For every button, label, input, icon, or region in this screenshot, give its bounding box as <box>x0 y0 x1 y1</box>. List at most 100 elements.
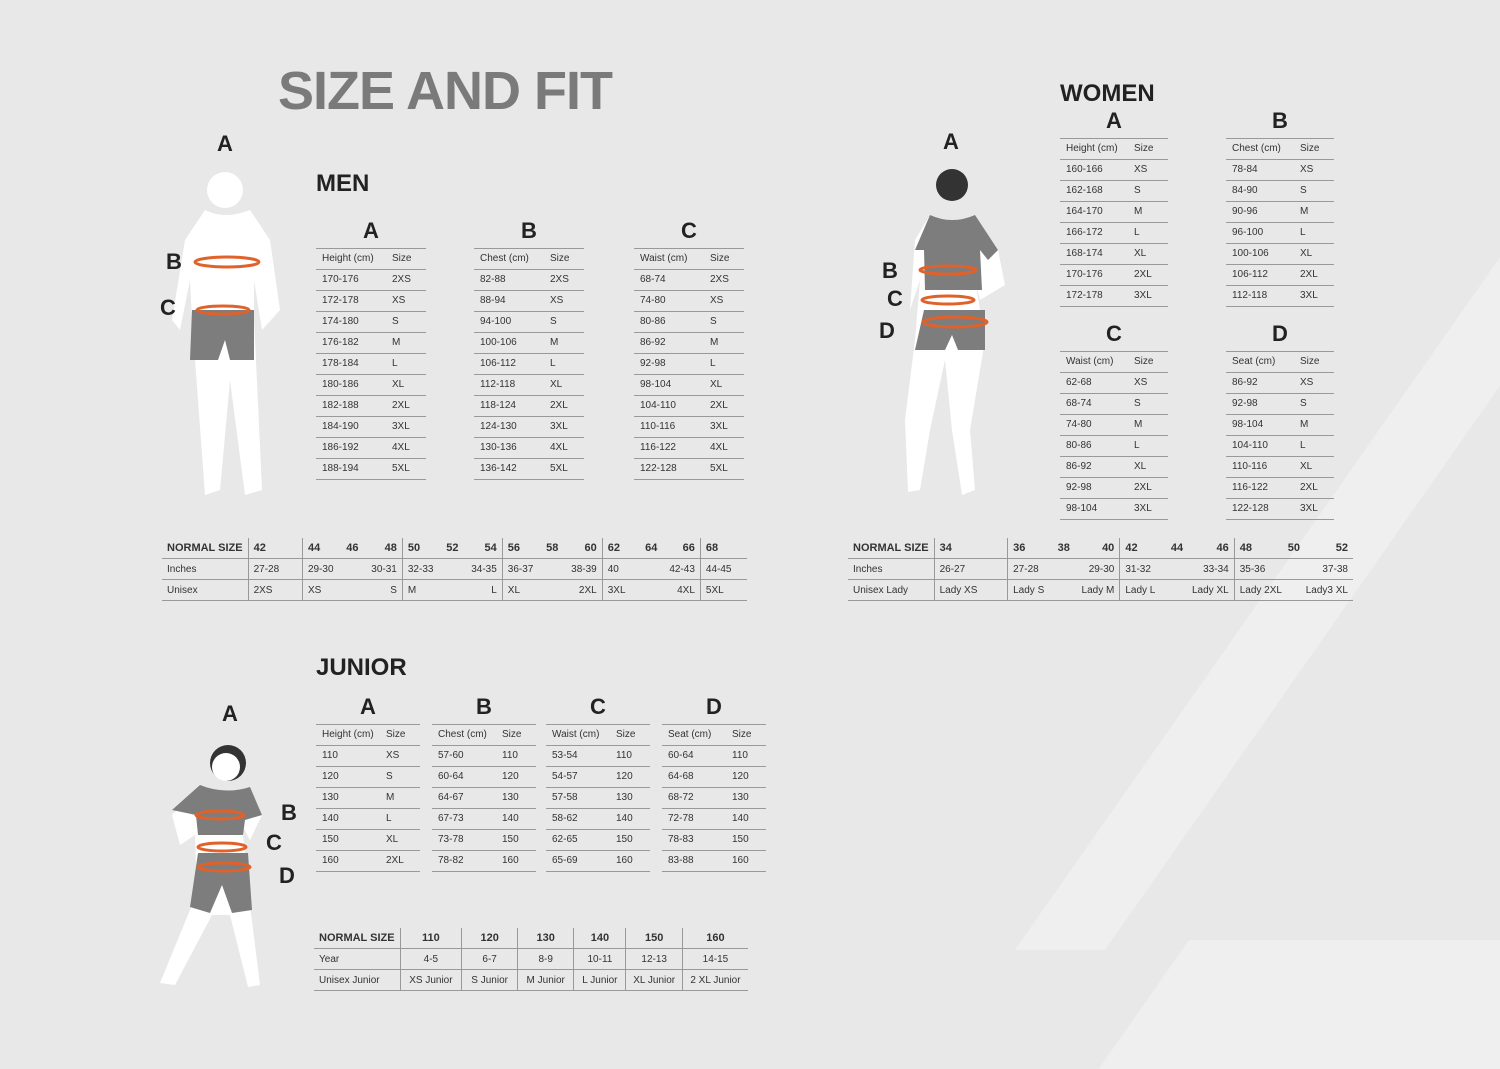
size-value: 110 <box>422 932 440 944</box>
table-row: NORMAL SIZE 110 120 130 140 150 160 <box>314 928 748 949</box>
size-group: XS Junior <box>406 975 457 986</box>
table-letter: C <box>590 694 606 719</box>
table-row: 78-82 160 <box>432 851 536 872</box>
men-table-c: C Waist (cm) Size 68-74 2XS 74-80 XS 80-86 S 86-9… <box>634 218 744 480</box>
table-row: 78-83 150 <box>662 830 766 851</box>
table-cell: 98-104 <box>1066 503 1098 514</box>
table-row: 172-178 3XL <box>1060 286 1168 307</box>
table-row: 78-84 XS <box>1226 160 1334 181</box>
table-cell: M <box>1134 206 1143 217</box>
column-header: Waist (cm) <box>552 729 600 740</box>
size-value: 12-13 <box>641 953 667 965</box>
table-cell: 130 <box>616 792 633 803</box>
table-cell: 58-62 <box>552 813 578 824</box>
size-value: 27-28 <box>253 563 280 575</box>
table-letter: B <box>521 218 537 243</box>
size-value: 32-33 <box>407 563 434 575</box>
size-group: 3XL 4XL <box>608 585 695 596</box>
size-group-cell: 14-15 <box>681 948 748 970</box>
size-group: 5XL <box>706 585 742 596</box>
size-group-cell: 68 <box>699 538 747 559</box>
table-row: Unisex Junior XS Junior S Junior M Junior L … <box>314 969 748 991</box>
table-cell: 3XL <box>1300 503 1318 514</box>
table-cell: 176-182 <box>322 337 359 348</box>
table-cell: 170-176 <box>1066 269 1103 280</box>
column-header: Waist (cm) <box>1066 356 1114 367</box>
size-value: S <box>390 584 397 596</box>
table-row: 73-78 150 <box>432 830 536 851</box>
size-value: 64 <box>645 542 658 554</box>
table-letter: A <box>363 218 379 243</box>
table-letter: C <box>1106 321 1122 346</box>
size-group-cell: 50 52 54 <box>401 538 503 559</box>
table-cell: 100-106 <box>480 337 517 348</box>
table-row: 100-106 XL <box>1226 244 1334 265</box>
table-cell: 92-98 <box>1232 398 1258 409</box>
table-cell: XL <box>1300 461 1313 472</box>
table-cell: 140 <box>732 813 749 824</box>
size-value: 2XS <box>253 584 273 596</box>
size-group: 4-5 <box>406 954 457 965</box>
table-cell: 110 <box>616 750 632 761</box>
table-letter: B <box>1272 108 1288 133</box>
junior-table-d: D Seat (cm) Size 60-64 110 64-68 120 68-72 130 72… <box>662 694 766 872</box>
table-row: 86-92 M <box>634 333 744 354</box>
table-row: 62-68 XS <box>1060 373 1168 394</box>
table-cell: 64-67 <box>438 792 464 803</box>
table-cell: 182-188 <box>322 400 359 411</box>
table-header-row: Height (cm) Size <box>316 724 420 746</box>
table-row: 64-67 130 <box>432 788 536 809</box>
table-cell: 4XL <box>710 442 728 453</box>
table-cell: M <box>386 792 395 803</box>
table-row: 160-166 XS <box>1060 160 1168 181</box>
size-value: 36 <box>1013 542 1026 554</box>
column-header: Size <box>1300 356 1320 367</box>
table-row: 72-78 140 <box>662 809 766 830</box>
table-cell: L <box>550 358 556 369</box>
table-cell: 3XL <box>1134 290 1152 301</box>
size-value: L Junior <box>582 974 618 986</box>
size-group: 8-9 <box>523 954 568 965</box>
column-header: Chest (cm) <box>438 729 487 740</box>
column-header: Waist (cm) <box>640 253 688 264</box>
women-table-b: B Chest (cm) Size 78-84 XS 84-90 S 90-96 M 96-100… <box>1226 108 1334 307</box>
size-value: 40 <box>1102 542 1115 554</box>
table-row: 172-178 XS <box>316 291 426 312</box>
table-cell: 86-92 <box>1232 377 1258 388</box>
table-row: 110 XS <box>316 746 420 767</box>
size-group: 130 <box>523 932 568 944</box>
size-value: Lady XS <box>939 584 978 596</box>
row-label: NORMAL SIZE <box>848 538 935 559</box>
table-cell: 2XL <box>386 855 404 866</box>
table-cell: 2XS <box>710 274 729 285</box>
table-cell: XS <box>1300 164 1314 175</box>
size-value: L <box>491 584 497 596</box>
size-group-cell: 27-28 <box>247 558 303 580</box>
row-label: Inches <box>162 558 249 580</box>
size-value: Lady M <box>1081 584 1115 596</box>
size-group-cell: 31-32 33-34 <box>1119 558 1235 580</box>
table-cell: 140 <box>616 813 633 824</box>
table-cell: L <box>1134 440 1140 451</box>
table-cell: 116-122 <box>1232 482 1268 493</box>
page-title: SIZE AND FIT <box>278 61 613 121</box>
table-row: 182-188 2XL <box>316 396 426 417</box>
size-group: XL 2XL <box>508 585 597 596</box>
size-value: M Junior <box>526 974 565 986</box>
table-cell: 150 <box>502 834 519 845</box>
table-row: 62-65 150 <box>546 830 650 851</box>
size-value: 68 <box>705 542 719 554</box>
table-cell: 2XL <box>710 400 728 411</box>
size-value: 3XL <box>607 584 626 596</box>
women-figure <box>905 169 1005 495</box>
size-group-cell: 8-9 <box>517 948 574 970</box>
size-value: 26-27 <box>939 563 966 575</box>
size-value: 42 <box>1125 542 1138 554</box>
table-cell: 78-83 <box>668 834 694 845</box>
table-cell: S <box>392 316 399 327</box>
table-row: 184-190 3XL <box>316 417 426 438</box>
table-cell: 110-116 <box>1232 461 1268 472</box>
junior-normal-size-table: NORMAL SIZE 110 120 130 140 150 160 Year 4-5 6-7 8… <box>314 928 748 991</box>
size-group-cell: 34 <box>933 538 1008 559</box>
